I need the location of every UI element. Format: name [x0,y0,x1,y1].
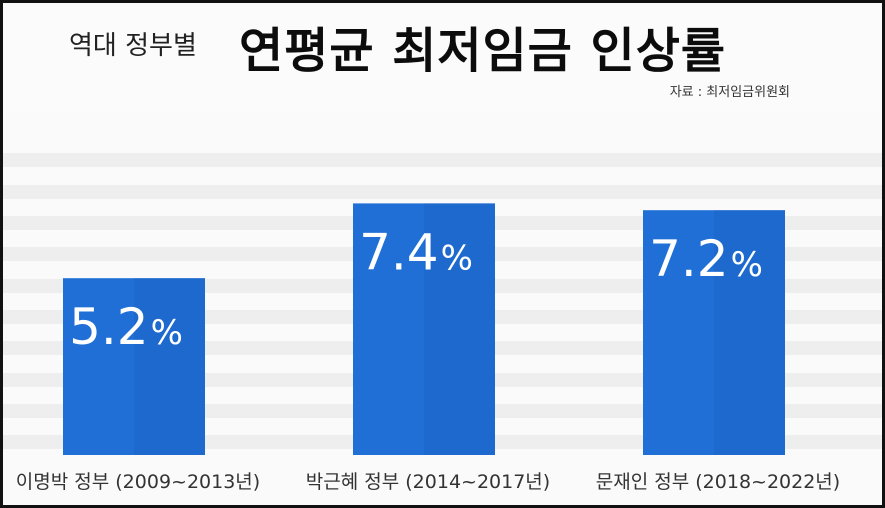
bar-value-label: 7.4% [359,223,473,281]
bars-group [63,203,785,455]
bar-value-label: 7.2% [649,230,763,288]
bar-shade [424,203,495,455]
bar [63,278,205,455]
bar-chart: 5.2% 7.4% 7.2% 이명박 정부 (2009~2013년) 박근혜 정부 (… [3,153,882,493]
chart-kicker: 역대 정부별 [69,31,197,61]
background-stripe [3,185,882,199]
chart-header: 역대 정부별 연평균 최저임금 인상률 자료 : 최저임금위원회 [3,3,882,113]
x-tick-label: 박근혜 정부 (2014~2017년) [306,471,550,493]
x-labels-group: 이명박 정부 (2009~2013년) 박근혜 정부 (2014~2017년) 문재… [16,471,840,493]
x-tick-label: 이명박 정부 (2009~2013년) [16,471,260,493]
bar [643,210,785,455]
bar-shade [134,278,205,455]
chart-source: 자료 : 최저임금위원회 [669,85,790,100]
value-labels-group: 5.2% 7.4% 7.2% [69,223,763,356]
bar [353,203,495,455]
x-tick-label: 문재인 정부 (2018~2022년) [596,471,840,493]
chart-title: 연평균 최저임금 인상률 [239,23,727,79]
bar-shade [714,210,785,455]
bar-value-label: 5.2% [69,298,183,356]
background-stripe [3,153,882,167]
